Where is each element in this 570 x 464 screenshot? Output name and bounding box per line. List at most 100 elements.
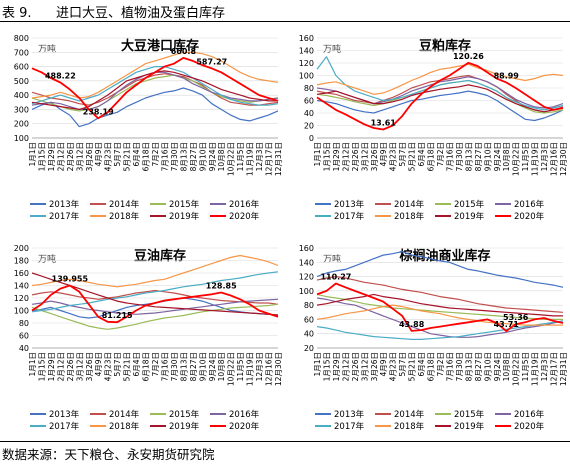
legend-label: 2020年 [229, 421, 260, 432]
x-tick-label: 3月26日 [85, 142, 94, 171]
x-tick-label: 3月12日 [75, 352, 84, 381]
chart-title: 豆油库存 [134, 248, 186, 264]
x-tick-label: 5月7日 [113, 142, 122, 167]
x-tick-label: 9月24日 [493, 352, 502, 381]
y-tick-label: 800 [14, 34, 29, 43]
y-tick-label: 500 [14, 77, 29, 86]
x-tick-label: 7月16日 [160, 142, 169, 171]
y-tick-label: 300 [14, 105, 29, 114]
y-tick-label: 60 [19, 332, 29, 341]
x-tick-label: 6月18日 [142, 142, 151, 171]
series-line-2019 [316, 84, 564, 113]
x-tick-label: 10月8日 [502, 142, 511, 171]
chart-title: 豆粕库存 [419, 38, 471, 54]
legend-label: 2016年 [514, 199, 545, 210]
x-tick-label: 1月15日 [322, 142, 331, 171]
legend-label: 2015年 [454, 409, 485, 420]
series-line-2014 [31, 289, 279, 305]
top-rule [0, 21, 570, 22]
legend-label: 2014年 [394, 409, 425, 420]
x-tick-label: 10月8日 [502, 352, 511, 381]
x-tick-label: 5月7日 [398, 142, 407, 167]
x-tick-label: 6月18日 [142, 352, 151, 381]
data-label: 110.27 [320, 273, 351, 282]
data-label: 120.26 [453, 52, 484, 61]
x-tick-label: 4月9日 [379, 352, 388, 377]
series-line-2015 [31, 303, 279, 330]
x-tick-label: 10月22日 [512, 352, 521, 386]
x-tick-label: 8月27日 [474, 142, 483, 171]
x-tick-label: 7月30日 [455, 352, 464, 381]
chart-soymeal-stock: 豆粕库存 万吨 0 20 40 60 80 100 120 140 160 1月1日 1月15日 1月29… [299, 34, 568, 222]
y-tick-label: 160 [299, 244, 314, 253]
x-tick-label: 4月23日 [104, 352, 113, 381]
y-tick-label: 100 [299, 287, 314, 296]
x-tick-label: 7月30日 [170, 142, 179, 171]
data-label: 43.88 [399, 320, 425, 329]
y-tick-label: 60 [304, 315, 314, 324]
x-tick-label: 3月26日 [370, 142, 379, 171]
y-tick-label: 160 [299, 34, 314, 43]
x-tick-label: 1月15日 [37, 352, 46, 381]
series-line-2017 [31, 271, 279, 313]
x-tick-label: 2月12日 [341, 142, 350, 171]
y-tick-label: 100 [299, 72, 314, 81]
x-tick-label: 5月21日 [408, 142, 417, 171]
x-tick-label: 9月10日 [198, 352, 207, 381]
legend-label: 2017年 [49, 421, 80, 432]
series-line-2020 [31, 57, 279, 120]
x-tick-label: 4月23日 [389, 352, 398, 381]
x-tick-label: 5月21日 [123, 352, 132, 381]
x-tick-label: 9月10日 [198, 142, 207, 171]
y-tick-label: 40 [304, 330, 314, 339]
legend-label: 2015年 [169, 199, 200, 210]
x-tick-label: 6月4日 [132, 352, 141, 377]
x-tick-label: 1月29日 [332, 142, 341, 171]
x-tick-label: 2月12日 [56, 352, 65, 381]
series-line-2013 [31, 297, 279, 319]
x-tick-label: 3月12日 [75, 142, 84, 171]
x-tick-label: 6月4日 [132, 142, 141, 167]
series-line-2020 [31, 284, 279, 324]
legend-label: 2014年 [109, 409, 140, 420]
x-tick-label: 12月30日 [559, 142, 568, 176]
legend-label: 2018年 [394, 421, 425, 432]
x-tick-label: 12月3日 [540, 142, 549, 171]
x-tick-label: 1月29日 [47, 142, 56, 171]
x-tick-label: 2月12日 [341, 352, 350, 381]
x-tick-label: 7月16日 [160, 352, 169, 381]
x-tick-label: 3月26日 [370, 352, 379, 381]
figure-caption: 进口大豆、植物油及蛋白库存 [56, 6, 226, 21]
x-tick-label: 11月5日 [236, 142, 245, 171]
y-tick-label: 100 [14, 134, 29, 143]
x-tick-label: 2月26日 [66, 142, 75, 171]
legend-label: 2019年 [169, 421, 200, 432]
series-line-2020 [316, 61, 564, 131]
y-tick-label: 400 [14, 91, 29, 100]
legend-label: 2017年 [334, 421, 365, 432]
x-tick-label: 2月26日 [66, 352, 75, 381]
y-tick-label: 80 [304, 84, 314, 93]
legend-label: 2019年 [169, 211, 200, 222]
legend-label: 2013年 [334, 409, 365, 420]
x-tick-label: 1月1日 [28, 142, 37, 167]
x-tick-label: 4月23日 [104, 142, 113, 171]
series-line-2018 [316, 63, 564, 95]
x-tick-label: 10月8日 [217, 352, 226, 381]
chart-soybean-port-stock: 大豆港口库存 万吨 100 200 300 400 500 600 700 800 1月1日 1月15… [14, 34, 283, 222]
series-line-2013 [31, 87, 279, 128]
y-tick-label: 40 [19, 344, 29, 353]
data-label: 43.71 [494, 320, 520, 329]
chart-title: 棕榈油商业库存 [398, 248, 490, 264]
x-tick-label: 11月19日 [246, 352, 255, 386]
x-tick-label: 8月13日 [464, 142, 473, 171]
chart-title: 大豆港口库存 [121, 38, 199, 54]
x-tick-label: 11月5日 [521, 142, 530, 171]
figure-number: 表 9. [2, 6, 32, 21]
y-tick-label: 20 [304, 122, 314, 131]
series-line-2015 [31, 74, 279, 112]
y-tick-label: 80 [304, 301, 314, 310]
series-line-2018 [316, 304, 563, 326]
x-tick-label: 1月1日 [28, 352, 37, 377]
